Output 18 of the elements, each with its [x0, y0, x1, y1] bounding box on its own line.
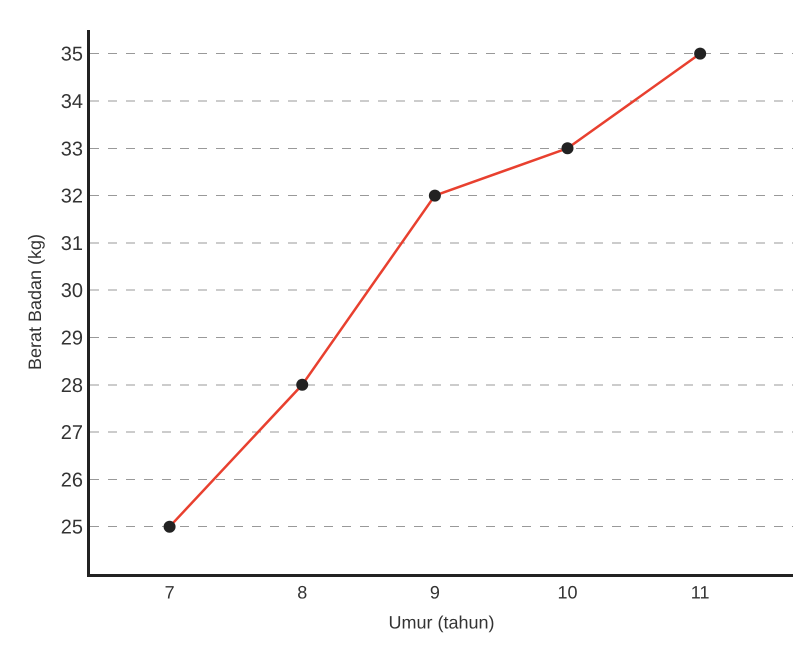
y-tick-label: 29 [60, 327, 83, 350]
x-axis-title: Umur (tahun) [388, 612, 495, 633]
y-tick-label: 27 [60, 422, 83, 444]
y-tick-label: 28 [60, 374, 83, 397]
y-tick-label: 25 [60, 516, 83, 539]
y-tick-label: 26 [60, 469, 83, 492]
x-tick-label: 11 [690, 582, 710, 603]
y-axis-title: Berat Badan (kg) [24, 234, 45, 370]
x-tick-label: 10 [557, 582, 578, 603]
y-tick-label: 35 [60, 44, 83, 66]
y-tick-label: 34 [60, 90, 83, 113]
y-tick-label: 33 [60, 138, 83, 160]
y-tick-label: 32 [60, 186, 83, 208]
x-tick-label: 7 [164, 582, 175, 603]
y-tick-label: 30 [60, 280, 83, 302]
y-tick-label: 31 [60, 232, 83, 255]
x-tick-label: 8 [297, 582, 308, 603]
x-tick-label: 9 [430, 582, 440, 603]
